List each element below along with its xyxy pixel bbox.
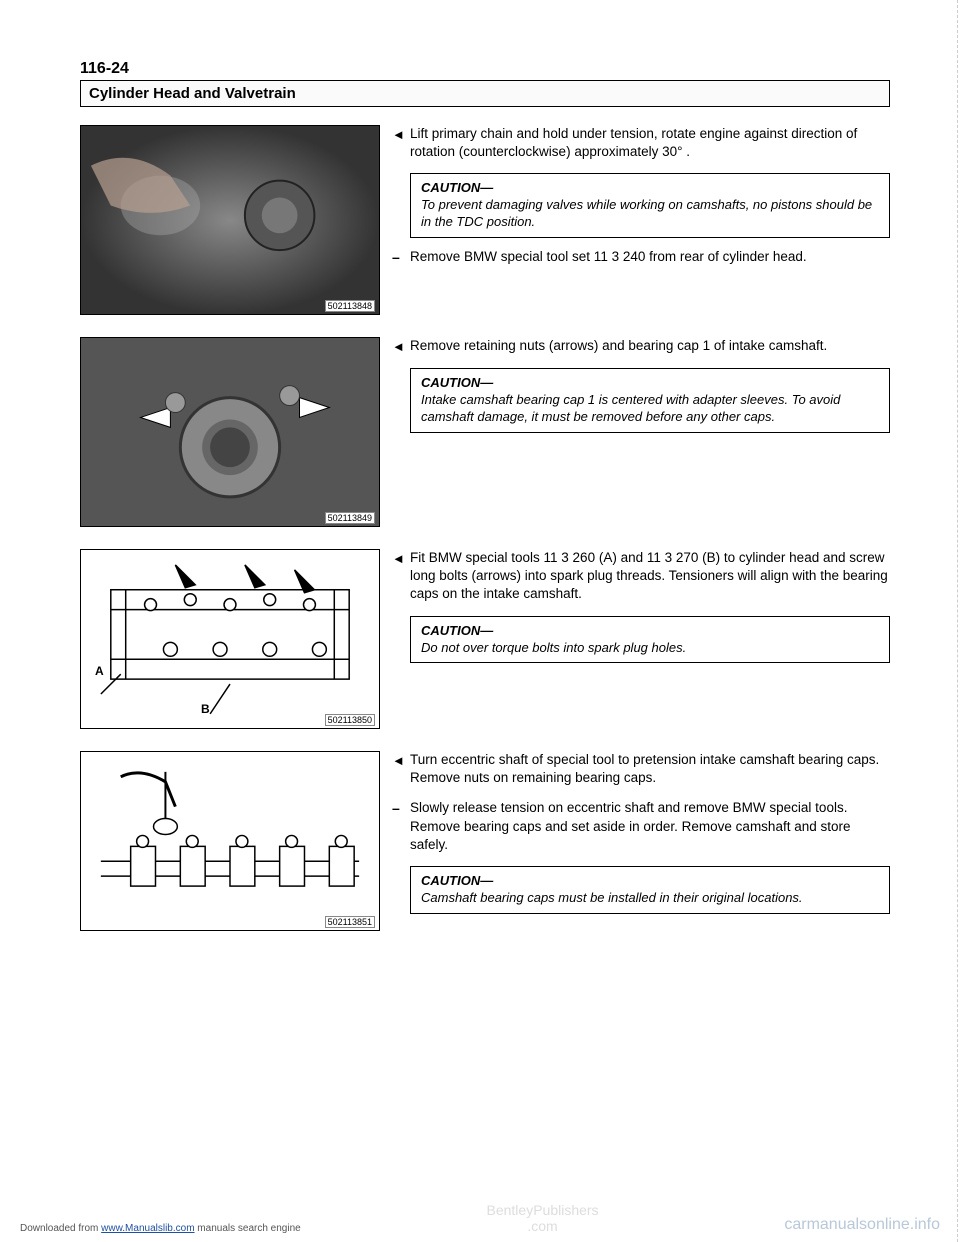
figure-ref-1: 502113848 [325,300,375,312]
watermark-right: carmanualsonline.info [784,1216,940,1234]
caution-box: CAUTION To prevent damaging valves while… [410,173,890,238]
caution-label: CAUTION [421,873,493,888]
section-3: A B 502113850 Fit BMW special tools 11 3… [80,549,890,729]
page-edge-marks [950,0,958,1242]
step-text: Remove retaining nuts (arrows) and beari… [410,337,890,356]
section-4: 502113851 Turn eccentric shaft of specia… [80,751,890,931]
publisher-domain: .com [487,1218,599,1234]
caution-text: Do not over torque bolts into spark plug… [421,640,686,655]
step-text: Slowly release tension on eccentric shaf… [410,799,890,854]
step-text: Lift primary chain and hold under tensio… [410,125,890,161]
step: Lift primary chain and hold under tensio… [392,125,890,161]
figure-ref-3: 502113850 [325,714,375,726]
figure-4: 502113851 [80,751,380,931]
dash-icon [392,248,410,267]
footer-link[interactable]: www.Manualslib.com [101,1223,194,1234]
dash-icon [392,799,410,854]
caution-text: To prevent damaging valves while working… [421,197,872,229]
section-1: 502113848 Lift primary chain and hold un… [80,125,890,315]
figure-ref-4: 502113851 [325,916,375,928]
caution-text: Camshaft bearing caps must be installed … [421,890,803,905]
footer: Downloaded from www.Manualslib.com manua… [20,1202,940,1234]
footer-text: manuals search engine [195,1223,301,1234]
step: Turn eccentric shaft of special tool to … [392,751,890,787]
triangle-icon [392,125,410,161]
figure-1: 502113848 [80,125,380,315]
page-title: Cylinder Head and Valvetrain [80,80,890,107]
triangle-icon [392,337,410,356]
page-number: 116-24 [80,60,890,78]
publisher-watermark: BentleyPublishers [487,1202,599,1218]
triangle-icon [392,751,410,787]
section-2: 502113849 Remove retaining nuts (arrows)… [80,337,890,527]
step-text: Turn eccentric shaft of special tool to … [410,751,890,787]
tool-diagram-1 [81,550,379,729]
figure-label-b: B [201,702,210,716]
engine-photo-2 [81,338,379,527]
triangle-icon [392,549,410,604]
step: Remove BMW special tool set 11 3 240 fro… [392,248,890,267]
caution-label: CAUTION [421,375,493,390]
step: Fit BMW special tools 11 3 260 (A) and 1… [392,549,890,604]
step: Remove retaining nuts (arrows) and beari… [392,337,890,356]
step-text: Remove BMW special tool set 11 3 240 fro… [410,248,890,267]
caution-label: CAUTION [421,180,493,195]
figure-3: A B 502113850 [80,549,380,729]
caution-box: CAUTION Do not over torque bolts into sp… [410,616,890,664]
tool-diagram-2 [81,752,379,931]
caution-label: CAUTION [421,623,493,638]
step: Slowly release tension on eccentric shaf… [392,799,890,854]
footer-text: Downloaded from [20,1223,101,1234]
footer-left: Downloaded from www.Manualslib.com manua… [20,1223,301,1234]
watermark-center: BentleyPublishers .com [487,1202,599,1234]
step-text: Fit BMW special tools 11 3 260 (A) and 1… [410,549,890,604]
figure-2: 502113849 [80,337,380,527]
figure-ref-2: 502113849 [325,512,375,524]
figure-label-a: A [95,664,104,678]
caution-box: CAUTION Camshaft bearing caps must be in… [410,866,890,914]
engine-photo-1 [81,126,379,315]
caution-box: CAUTION Intake camshaft bearing cap 1 is… [410,368,890,433]
caution-text: Intake camshaft bearing cap 1 is centere… [421,392,840,424]
